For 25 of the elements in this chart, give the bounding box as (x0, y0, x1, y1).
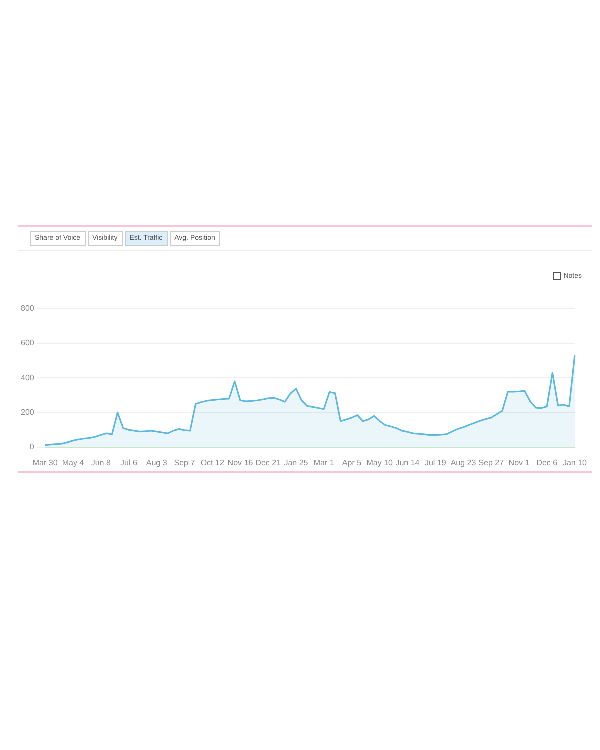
x-tick-label: Apr 5 (342, 458, 362, 468)
x-tick-label: Mar 1 (314, 458, 335, 468)
x-tick-label: Sep 27 (478, 458, 505, 468)
x-tick-label: Nov 1 (508, 458, 530, 468)
y-tick-label: 800 (20, 304, 35, 314)
y-tick-label: 200 (20, 408, 35, 417)
x-tick-label: Sep 7 (174, 458, 196, 468)
x-tick-label: Mar 30 (32, 458, 58, 468)
y-tick-label: 0 (30, 442, 35, 452)
x-tick-label: Dec 6 (536, 458, 558, 468)
y-tick-label: 600 (20, 338, 35, 348)
x-tick-label: Jun 8 (91, 458, 112, 468)
x-tick-label: Aug 3 (146, 458, 168, 468)
x-tick-label: Jan 10 (562, 458, 588, 468)
y-tick-label: 400 (20, 373, 35, 382)
x-tick-label: Jan 25 (284, 458, 309, 468)
x-tick-label: Nov 16 (228, 458, 254, 468)
x-tick-label: Jul 6 (120, 458, 138, 468)
x-tick-label: May 4 (62, 458, 85, 468)
x-tick-label: Aug 23 (450, 458, 477, 468)
x-tick-label: Jul 19 (424, 458, 447, 468)
x-tick-label: Dec 21 (256, 458, 282, 468)
x-tick-label: May 10 (366, 458, 394, 468)
x-tick-label: Oct 12 (200, 458, 225, 468)
x-tick-label: Jun 14 (396, 458, 420, 468)
